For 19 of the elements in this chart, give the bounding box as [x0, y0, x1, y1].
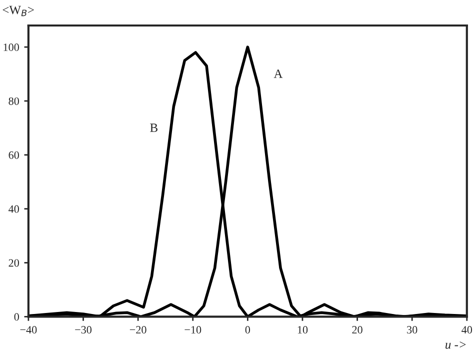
y-tick-label: 100: [4, 44, 19, 52]
series-label: A: [274, 70, 283, 78]
y-tick-label: 0: [14, 313, 19, 321]
x-tick-label: 40: [462, 326, 472, 334]
x-tick-label: 10: [298, 326, 308, 334]
x-tick-label: −10: [184, 326, 202, 334]
y-tick-label: 60: [8, 151, 19, 159]
x-tick-label: −40: [20, 326, 37, 334]
y-tick-label: 20: [8, 259, 19, 267]
x-tick-label: −30: [75, 326, 92, 334]
x-axis-title: u ->: [446, 341, 466, 349]
y-tick-label: 80: [8, 97, 19, 105]
x-tick-label: 30: [407, 326, 418, 334]
series-label: B: [150, 124, 158, 132]
x-tick-label: 0: [245, 326, 250, 334]
x-tick-label: −20: [130, 326, 146, 334]
y-tick-label: 40: [8, 205, 19, 213]
y-axis-title: <W$_{B}$>: [2, 6, 34, 16]
x-tick-label: 20: [352, 326, 362, 334]
